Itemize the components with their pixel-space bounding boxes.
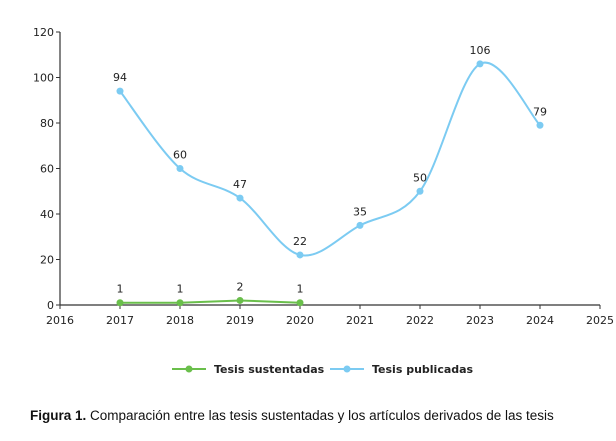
data-label: 2 xyxy=(237,280,244,293)
x-tick-label: 2024 xyxy=(526,314,554,327)
data-label: 1 xyxy=(297,283,304,296)
caption-text: Comparación entre las tesis sustentadas … xyxy=(86,408,554,423)
x-tick-label: 2023 xyxy=(466,314,494,327)
x-tick-label: 2019 xyxy=(226,314,254,327)
x-tick-label: 2017 xyxy=(106,314,134,327)
data-label: 22 xyxy=(293,235,307,248)
data-point xyxy=(116,87,124,95)
x-tick-label: 2020 xyxy=(286,314,314,327)
y-tick-label: 100 xyxy=(33,72,54,85)
data-point xyxy=(176,165,184,172)
data-label: 1 xyxy=(117,283,124,296)
data-point xyxy=(476,60,484,68)
data-point xyxy=(296,251,304,259)
y-tick-label: 20 xyxy=(40,254,54,267)
data-point xyxy=(116,299,124,307)
x-tick-label: 2021 xyxy=(346,314,374,327)
data-point xyxy=(356,221,364,229)
x-tick-label: 2018 xyxy=(166,314,194,327)
line-chart: 0 20 40 60 80 100 120 2016 2017 2018 2019 2020 2021 2… xyxy=(33,26,614,376)
caption-label: Figura 1. xyxy=(30,408,87,423)
data-point xyxy=(416,187,424,195)
data-label: 106 xyxy=(470,44,491,57)
data-label: 94 xyxy=(113,71,127,84)
data-point xyxy=(296,299,304,307)
figure-caption: Figura 1. Comparación entre las tesis su… xyxy=(30,408,554,423)
y-tick-label: 60 xyxy=(40,163,54,176)
legend-label: Tesis publicadas xyxy=(372,363,474,376)
data-label: 79 xyxy=(533,105,547,118)
series-line-0 xyxy=(120,299,301,304)
legend-marker xyxy=(343,365,351,373)
data-label: 60 xyxy=(173,149,187,162)
y-tick-label: 40 xyxy=(40,208,54,221)
x-tick-label: 2016 xyxy=(46,314,74,327)
y-tick-label: 120 xyxy=(33,26,54,39)
data-label: 1 xyxy=(177,283,184,296)
y-tick-label: 80 xyxy=(40,117,54,130)
data-label: 47 xyxy=(233,178,247,191)
data-point xyxy=(236,296,244,304)
x-tick-label: 2025 xyxy=(586,314,614,327)
legend-label: Tesis sustentadas xyxy=(214,363,325,376)
data-point xyxy=(236,194,244,202)
data-point xyxy=(536,121,544,129)
data-label: 35 xyxy=(353,205,367,218)
y-tick-label: 0 xyxy=(47,299,54,312)
legend-marker xyxy=(185,365,193,373)
data-label: 50 xyxy=(413,171,427,184)
x-tick-label: 2022 xyxy=(406,314,434,327)
data-point xyxy=(176,299,184,307)
